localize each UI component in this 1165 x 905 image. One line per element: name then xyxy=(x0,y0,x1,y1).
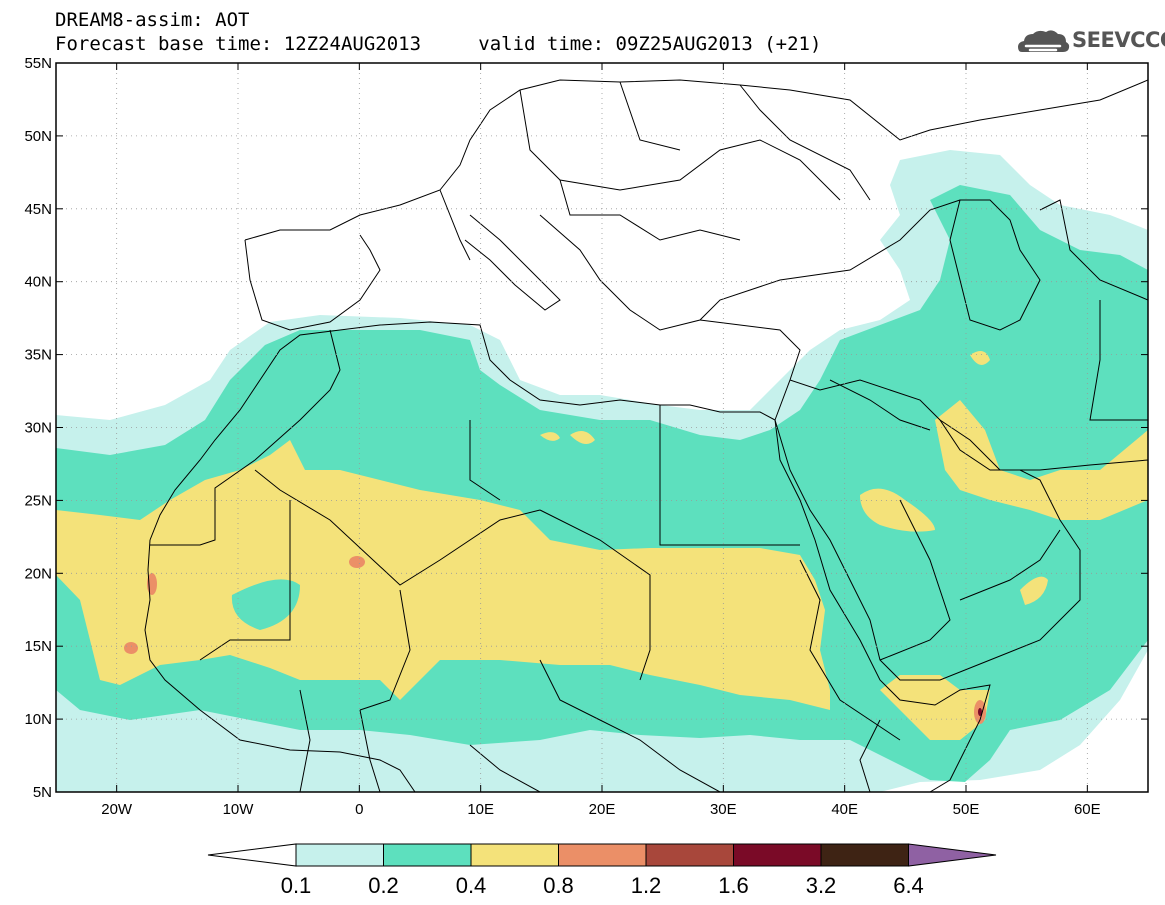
colorbar-bin xyxy=(383,843,472,867)
colorbar-under-arrow xyxy=(207,843,297,867)
aot-field-0.8-3 xyxy=(349,556,365,568)
italy-coast xyxy=(464,214,561,311)
border-8 xyxy=(799,559,901,741)
border-22 xyxy=(299,689,311,792)
lon-label: 50E xyxy=(953,801,980,818)
colorbar-bin xyxy=(558,843,647,867)
europe-coast xyxy=(244,79,1148,241)
colorbar-label: 1.2 xyxy=(631,873,662,898)
aot-field-0.4-iran xyxy=(970,351,990,365)
west-africa-coast xyxy=(144,539,416,792)
valid-time-label: valid time: 09Z25AUG2013 (+21) xyxy=(478,33,822,55)
lat-label: 45N xyxy=(24,201,52,218)
aot-field-0.4-pocket-2 xyxy=(540,432,560,441)
colorbar-label: 1.6 xyxy=(718,873,749,898)
arabia-coast xyxy=(774,379,1081,681)
colorbar-bin xyxy=(733,843,822,867)
map-title: DREAM8-assim: AOT xyxy=(55,9,250,31)
logo-text: SEEVCCC xyxy=(1072,28,1165,52)
aot-field-0.4-pocket-1 xyxy=(231,579,300,630)
lat-label: 20N xyxy=(24,565,52,582)
africa-coast xyxy=(149,321,991,792)
lat-label: 35N xyxy=(24,347,52,364)
lat-label: 5N xyxy=(33,784,52,801)
balkans-coast xyxy=(539,199,961,331)
lat-label: 55N xyxy=(24,55,52,72)
colorbar-label: 6.4 xyxy=(893,873,924,898)
aot-field-0.4-oman xyxy=(1020,576,1048,605)
levant-coast xyxy=(699,319,801,421)
lon-label: 30E xyxy=(710,801,737,818)
aot-field-0.4-yemen xyxy=(880,675,990,740)
lat-label: 30N xyxy=(24,420,52,437)
lon-label: 0 xyxy=(355,801,363,818)
border-18 xyxy=(739,84,871,201)
border-13 xyxy=(1089,300,1148,421)
aot-field-0.4-west xyxy=(56,440,830,710)
iberia-coast xyxy=(244,234,381,331)
border-14 xyxy=(439,189,471,261)
border-3 xyxy=(199,500,291,661)
cloud-logo-icon xyxy=(1018,30,1070,52)
border-17 xyxy=(619,81,681,151)
border-1 xyxy=(150,329,341,546)
lon-label: 60E xyxy=(1074,801,1101,818)
lon-label: 20E xyxy=(589,801,616,818)
lon-label: 10W xyxy=(223,801,255,818)
border-2 xyxy=(254,469,541,586)
border-5 xyxy=(659,405,800,546)
colorbar-label: 3.2 xyxy=(806,873,837,898)
border-23 xyxy=(359,709,381,792)
lat-label: 40N xyxy=(24,274,52,291)
colorbar-label: 0.4 xyxy=(456,873,487,898)
caspian-coast xyxy=(949,199,1041,331)
aot-field-0.4-arabia xyxy=(860,488,935,532)
border-12 xyxy=(1039,199,1148,301)
seevccc-logo: SEEVCCC xyxy=(1016,26,1165,58)
border-7 xyxy=(359,589,411,711)
colorbar-label: 0.2 xyxy=(368,873,399,898)
colorbar-bin xyxy=(820,843,909,867)
map-subtitle: Forecast base time: 12Z24AUG2013 valid t… xyxy=(55,34,821,54)
colorbar-label: 0.1 xyxy=(281,873,312,898)
border-21 xyxy=(859,719,881,792)
border-10 xyxy=(959,529,1061,601)
aot-field-0.8-2 xyxy=(124,642,138,654)
lon-label: 10E xyxy=(467,801,494,818)
colorbar-over-arrow xyxy=(908,843,997,867)
border-11 xyxy=(829,379,931,431)
persia-coast xyxy=(939,419,1148,471)
base-time-label: Forecast base time: 12Z24AUG2013 xyxy=(55,33,422,55)
lon-label: 40E xyxy=(831,801,858,818)
coastlines xyxy=(144,79,1148,792)
lon-label: 20W xyxy=(101,801,133,818)
border-15 xyxy=(519,89,841,201)
aot-field-0.4-gulf xyxy=(935,400,1148,520)
lat-label: 25N xyxy=(24,492,52,509)
lat-label: 10N xyxy=(24,711,52,728)
colorbar-bin xyxy=(295,843,384,867)
border-16 xyxy=(559,179,741,241)
border-6 xyxy=(469,420,501,501)
aot-field-0.4-pocket-3 xyxy=(570,431,595,444)
aot-field-1.6-1 xyxy=(978,708,982,716)
colorbar-bin xyxy=(645,843,734,867)
lon-labels: 20W 10W 0 10E 20E 30E 40E 50E 60E xyxy=(101,801,1100,818)
border-19 xyxy=(539,659,721,792)
border-4 xyxy=(539,509,651,681)
colorbar-bin xyxy=(470,843,559,867)
border-9 xyxy=(879,499,951,661)
lat-label: 50N xyxy=(24,128,52,145)
axis-ticks xyxy=(56,62,1148,793)
lat-label: 15N xyxy=(24,638,52,655)
border-20 xyxy=(469,744,541,792)
colorbar-label: 0.8 xyxy=(543,873,574,898)
lat-labels: 55N 50N 45N 40N 35N 30N 25N 20N 15N 10N 5N xyxy=(24,55,52,801)
